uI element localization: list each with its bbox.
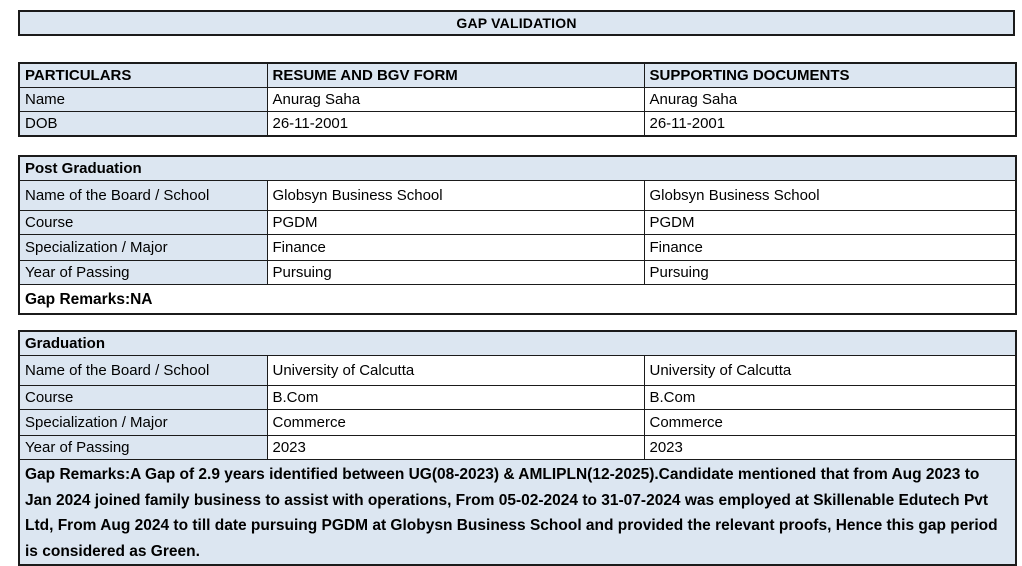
section-title-post-graduation: Post Graduation xyxy=(18,155,1017,181)
name-resume-value: Anurag Saha xyxy=(266,87,645,112)
year-of-passing-supporting-value: Pursuing xyxy=(643,260,1017,285)
board-school-resume-value: Globsyn Business School xyxy=(266,180,645,211)
table-row-year-of-passing: Year of Passing 2023 2023 xyxy=(18,435,1017,460)
graduation-gap-remarks-row: Gap Remarks:A Gap of 2.9 years identifie… xyxy=(18,459,1017,566)
course-resume-value: B.Com xyxy=(266,385,645,410)
row-label-name: Name xyxy=(18,87,268,112)
row-label-specialization: Specialization / Major xyxy=(18,234,268,261)
row-label-board-school: Name of the Board / School xyxy=(18,180,268,211)
table-row-specialization: Specialization / Major Commerce Commerce xyxy=(18,409,1017,436)
particulars-table: PARTICULARS RESUME AND BGV FORM SUPPORTI… xyxy=(18,62,1017,137)
row-label-course: Course xyxy=(18,210,268,235)
table-row-name: Name Anurag Saha Anurag Saha xyxy=(18,87,1017,112)
graduation-header-row: Graduation xyxy=(18,330,1017,356)
post-graduation-table: Post Graduation Name of the Board / Scho… xyxy=(18,155,1017,315)
board-school-supporting-value: University of Calcutta xyxy=(643,355,1017,386)
row-label-year-of-passing: Year of Passing xyxy=(18,435,268,460)
column-header-particulars: PARTICULARS xyxy=(18,62,268,88)
row-label-course: Course xyxy=(18,385,268,410)
year-of-passing-resume-value: 2023 xyxy=(266,435,645,460)
section-title-graduation: Graduation xyxy=(18,330,1017,356)
dob-resume-value: 26-11-2001 xyxy=(266,111,645,137)
column-header-supporting-documents: SUPPORTING DOCUMENTS xyxy=(643,62,1017,88)
row-label-specialization: Specialization / Major xyxy=(18,409,268,436)
table-row-board-school: Name of the Board / School Globsyn Busin… xyxy=(18,180,1017,211)
year-of-passing-supporting-value: 2023 xyxy=(643,435,1017,460)
table-row-specialization: Specialization / Major Finance Finance xyxy=(18,234,1017,261)
gap-remarks-graduation: Gap Remarks:A Gap of 2.9 years identifie… xyxy=(18,459,1017,566)
course-resume-value: PGDM xyxy=(266,210,645,235)
row-label-year-of-passing: Year of Passing xyxy=(18,260,268,285)
particulars-header-row: PARTICULARS RESUME AND BGV FORM SUPPORTI… xyxy=(18,62,1017,88)
year-of-passing-resume-value: Pursuing xyxy=(266,260,645,285)
gap-remarks-post-graduation: Gap Remarks:NA xyxy=(18,284,1017,314)
dob-supporting-value: 26-11-2001 xyxy=(643,111,1017,137)
column-header-resume-bgv: RESUME AND BGV FORM xyxy=(266,62,645,88)
post-graduation-gap-remarks-row: Gap Remarks:NA xyxy=(18,284,1017,314)
board-school-supporting-value: Globsyn Business School xyxy=(643,180,1017,211)
name-supporting-value: Anurag Saha xyxy=(643,87,1017,112)
table-row-year-of-passing: Year of Passing Pursuing Pursuing xyxy=(18,260,1017,285)
row-label-board-school: Name of the Board / School xyxy=(18,355,268,386)
row-label-dob: DOB xyxy=(18,111,268,137)
specialization-resume-value: Finance xyxy=(266,234,645,261)
board-school-resume-value: University of Calcutta xyxy=(266,355,645,386)
specialization-resume-value: Commerce xyxy=(266,409,645,436)
table-row-board-school: Name of the Board / School University of… xyxy=(18,355,1017,386)
post-graduation-header-row: Post Graduation xyxy=(18,155,1017,181)
graduation-table: Graduation Name of the Board / School Un… xyxy=(18,330,1018,566)
table-row-dob: DOB 26-11-2001 26-11-2001 xyxy=(18,111,1017,137)
course-supporting-value: B.Com xyxy=(643,385,1017,410)
table-row-course: Course B.Com B.Com xyxy=(18,385,1017,410)
page-title: GAP VALIDATION xyxy=(18,10,1015,36)
course-supporting-value: PGDM xyxy=(643,210,1017,235)
table-row-course: Course PGDM PGDM xyxy=(18,210,1017,235)
specialization-supporting-value: Finance xyxy=(643,234,1017,261)
specialization-supporting-value: Commerce xyxy=(643,409,1017,436)
